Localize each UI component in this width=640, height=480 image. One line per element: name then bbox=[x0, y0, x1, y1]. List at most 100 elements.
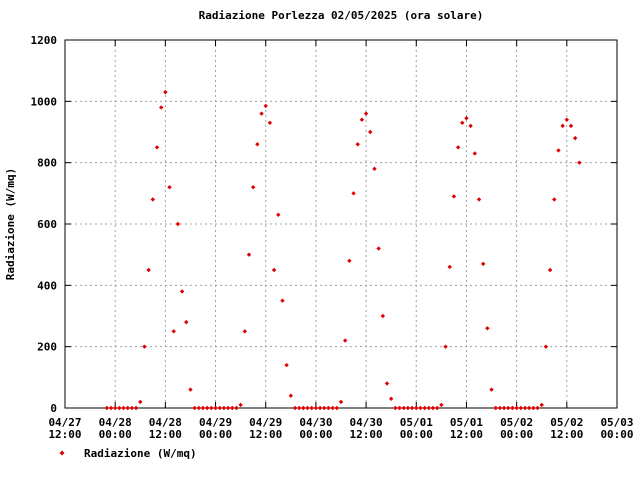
data-point bbox=[480, 261, 486, 267]
data-point bbox=[230, 405, 235, 411]
data-point bbox=[108, 405, 114, 411]
data-point bbox=[334, 405, 340, 411]
data-point bbox=[200, 405, 206, 411]
data-point bbox=[422, 405, 427, 411]
data-point bbox=[510, 405, 515, 411]
data-point bbox=[443, 344, 448, 349]
data-point bbox=[493, 405, 498, 411]
data-point bbox=[455, 145, 461, 150]
data-point bbox=[543, 344, 549, 349]
x-tick-label: 04/29 00:00 bbox=[199, 416, 232, 441]
data-point bbox=[133, 405, 139, 411]
chart-title: Radiazione Porlezza 02/05/2025 (ora sola… bbox=[199, 9, 484, 22]
data-point bbox=[568, 123, 574, 129]
data-point bbox=[184, 319, 189, 325]
data-point bbox=[146, 267, 151, 273]
data-point bbox=[129, 405, 135, 411]
data-point bbox=[485, 326, 490, 331]
data-point bbox=[171, 329, 176, 334]
data-point bbox=[430, 405, 436, 411]
x-tick-label: 04/30 12:00 bbox=[350, 416, 383, 441]
data-point bbox=[255, 142, 260, 147]
data-point bbox=[409, 405, 415, 411]
data-point bbox=[242, 329, 248, 334]
data-point bbox=[401, 405, 406, 411]
x-tick-label: 05/02 12:00 bbox=[550, 416, 583, 441]
x-tick-label: 04/30 00:00 bbox=[299, 416, 332, 441]
x-tick-label: 05/01 12:00 bbox=[450, 416, 483, 441]
data-point bbox=[426, 405, 432, 411]
data-point bbox=[301, 405, 306, 411]
data-point bbox=[460, 120, 465, 125]
data-point bbox=[388, 396, 394, 401]
data-point bbox=[284, 362, 289, 368]
data-point bbox=[117, 405, 122, 411]
data-point bbox=[351, 191, 356, 196]
data-point bbox=[552, 197, 557, 202]
data-point bbox=[376, 246, 381, 251]
data-point bbox=[397, 405, 402, 411]
data-point bbox=[221, 405, 227, 411]
data-point bbox=[338, 399, 344, 405]
data-point bbox=[213, 405, 218, 411]
data-point bbox=[250, 185, 256, 190]
data-point bbox=[384, 381, 390, 386]
data-point bbox=[531, 405, 536, 411]
data-point bbox=[368, 129, 373, 135]
data-point bbox=[204, 405, 210, 411]
data-point bbox=[489, 387, 494, 392]
data-point bbox=[468, 123, 473, 129]
data-point bbox=[418, 405, 423, 411]
data-point bbox=[150, 197, 156, 202]
data-point bbox=[179, 289, 185, 294]
data-point bbox=[355, 142, 360, 147]
x-tick-label: 05/01 00:00 bbox=[400, 416, 433, 441]
data-point bbox=[342, 338, 348, 343]
data-point bbox=[209, 405, 214, 411]
data-point bbox=[104, 405, 110, 411]
data-point bbox=[330, 405, 335, 411]
data-point bbox=[112, 405, 118, 411]
data-point bbox=[154, 145, 160, 150]
data-point bbox=[556, 148, 561, 153]
data-point bbox=[276, 212, 281, 217]
data-point bbox=[434, 405, 440, 411]
data-point bbox=[414, 405, 419, 411]
legend-marker bbox=[59, 450, 65, 456]
data-point bbox=[518, 405, 524, 411]
plot-frame bbox=[64, 39, 618, 409]
legend-label: Radiazione (W/mq) bbox=[84, 447, 197, 460]
data-point bbox=[363, 111, 369, 116]
data-point bbox=[163, 89, 168, 95]
data-point bbox=[138, 399, 143, 405]
y-tick-label: 200 bbox=[37, 341, 57, 354]
data-point bbox=[347, 258, 352, 263]
data-point bbox=[188, 387, 193, 392]
data-point bbox=[246, 252, 252, 257]
data-point bbox=[539, 402, 544, 408]
data-point bbox=[547, 267, 553, 273]
data-point bbox=[192, 405, 197, 411]
data-point bbox=[263, 103, 268, 109]
data-point bbox=[447, 264, 452, 270]
x-tick-label: 05/03 00:00 bbox=[600, 416, 633, 441]
y-tick-label: 600 bbox=[37, 218, 57, 231]
data-point bbox=[196, 405, 202, 411]
data-point bbox=[167, 185, 172, 190]
data-point bbox=[497, 405, 503, 411]
data-point bbox=[393, 405, 398, 411]
data-point bbox=[564, 117, 570, 122]
data-point bbox=[326, 405, 331, 411]
data-point bbox=[472, 151, 478, 156]
data-point bbox=[372, 166, 377, 171]
data-point bbox=[322, 405, 327, 411]
data-point bbox=[405, 405, 411, 411]
data-point bbox=[142, 344, 147, 349]
data-point bbox=[267, 120, 273, 125]
data-point bbox=[158, 105, 164, 110]
data-point bbox=[501, 405, 507, 411]
y-tick-label: 0 bbox=[50, 402, 57, 415]
data-point bbox=[234, 405, 239, 411]
